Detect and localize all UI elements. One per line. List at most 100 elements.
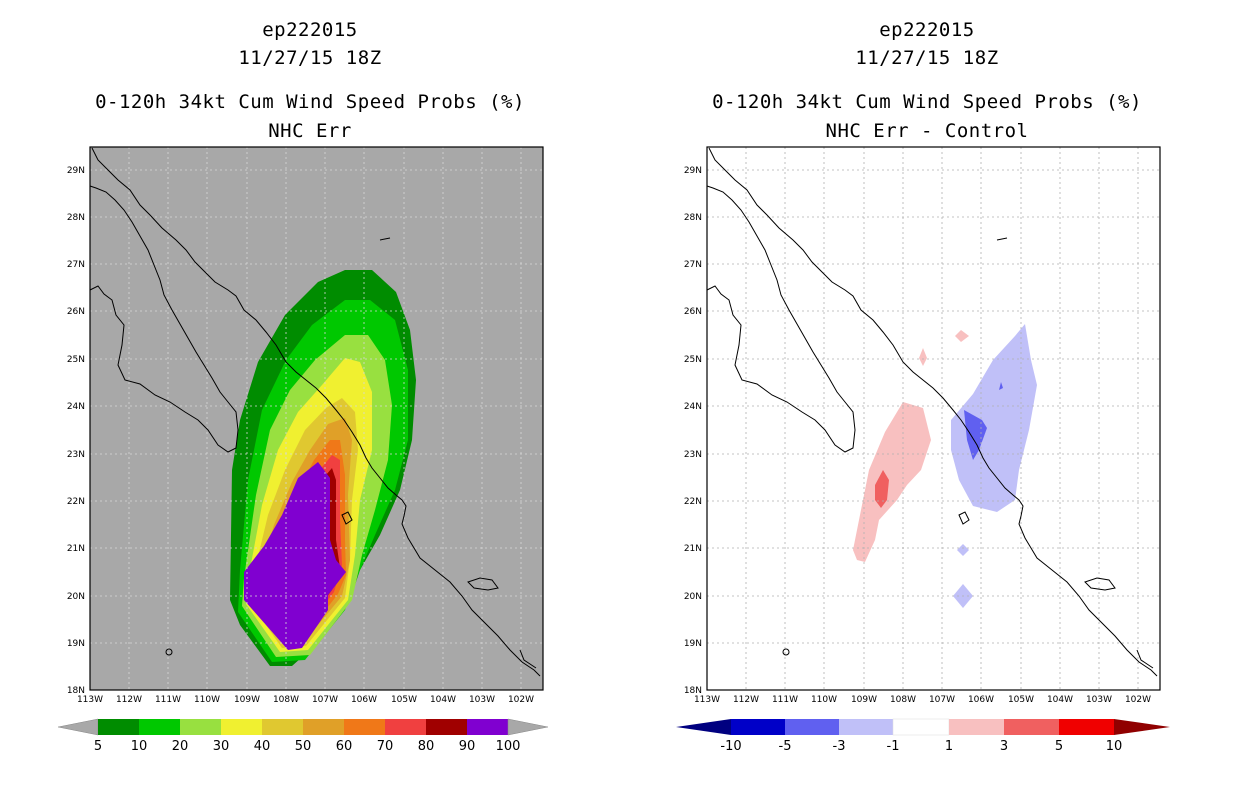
left-lon-label: 108W	[273, 695, 299, 705]
left-lon-label: 103W	[469, 695, 495, 705]
right-title-subtitle: NHC Err - Control	[825, 120, 1029, 142]
left-lat-label: 27N	[67, 260, 85, 270]
left-title-storm-id: ep222015	[262, 19, 358, 41]
left-lat-labels: 29N 28N 27N 26N 25N 24N 23N 22N 21N 20N …	[67, 166, 85, 696]
left-colorbar-swatch	[139, 719, 180, 735]
right-lat-label: 27N	[684, 260, 702, 270]
left-lon-label: 111W	[155, 695, 181, 705]
right-colorbar-high-end	[1114, 719, 1170, 735]
right-lat-label: 28N	[684, 213, 702, 223]
left-lat-label: 23N	[67, 450, 85, 460]
right-title-date: 11/27/15 18Z	[855, 47, 999, 69]
left-probability-contours	[230, 270, 416, 666]
left-lat-label: 22N	[67, 497, 85, 507]
right-title-product: 0-120h 34kt Cum Wind Speed Probs (%)	[712, 91, 1142, 113]
left-colorbar-swatch	[344, 719, 385, 735]
right-lon-label: 106W	[968, 695, 994, 705]
left-lat-label: 21N	[67, 544, 85, 554]
left-lon-label: 109W	[234, 695, 260, 705]
right-lat-label: 24N	[684, 402, 702, 412]
left-title-date: 11/27/15 18Z	[238, 47, 382, 69]
right-map-background	[707, 147, 1160, 690]
right-colorbar-label: -10	[720, 739, 741, 754]
right-title-storm-id: ep222015	[879, 19, 975, 41]
right-colorbar-swatch	[731, 719, 785, 735]
left-colorbar-high-end	[507, 718, 549, 736]
right-map: 29N 28N 27N 26N 25N 24N 23N 22N 21N 20N …	[684, 146, 1161, 705]
right-lat-label: 22N	[684, 497, 702, 507]
right-colorbar-swatch	[1059, 719, 1114, 735]
right-colorbar-swatch	[1004, 719, 1059, 735]
right-lon-label: 108W	[890, 695, 916, 705]
left-colorbar-swatch	[262, 719, 303, 735]
right-difference-contours	[853, 324, 1037, 608]
right-lat-label: 20N	[684, 592, 702, 602]
left-colorbar-label: 100	[496, 739, 521, 754]
right-lat-label: 29N	[684, 166, 702, 176]
left-lon-labels: 113W 112W 111W 110W 109W 108W 107W 106W …	[77, 695, 534, 705]
left-colorbar: 5 10 20 30 40 50 60 70 80 90 100	[57, 718, 549, 754]
left-colorbar-swatch	[303, 719, 344, 735]
left-colorbar-label: 30	[213, 739, 230, 754]
right-colorbar-label: -5	[779, 739, 792, 754]
left-colorbar-label: 50	[295, 739, 312, 754]
left-lon-label: 112W	[116, 695, 142, 705]
left-colorbar-label: 90	[459, 739, 476, 754]
left-colorbar-label: 80	[418, 739, 435, 754]
right-lat-label: 18N	[684, 686, 702, 696]
right-lon-label: 103W	[1086, 695, 1112, 705]
right-lon-label: 111W	[772, 695, 798, 705]
left-lat-label: 24N	[67, 402, 85, 412]
left-map-frame	[89, 146, 544, 691]
left-lon-label: 110W	[194, 695, 220, 705]
left-colorbar-swatch	[180, 719, 221, 735]
right-gridlines	[707, 147, 1160, 690]
right-lat-label: 21N	[684, 544, 702, 554]
right-colorbar: -10 -5 -3 -1 1 3 5 10	[676, 718, 1170, 754]
left-colorbar-low-end	[57, 718, 99, 736]
right-lon-label: 113W	[694, 695, 720, 705]
left-colorbar-swatch	[221, 719, 262, 735]
right-lat-label: 26N	[684, 307, 702, 317]
right-lon-labels: 113W 112W 111W 110W 109W 108W 107W 106W …	[694, 695, 1151, 705]
left-lon-label: 105W	[391, 695, 417, 705]
left-lat-label: 19N	[67, 639, 85, 649]
left-lon-label: 113W	[77, 695, 103, 705]
left-lat-label: 28N	[67, 213, 85, 223]
left-map: 29N 28N 27N 26N 25N 24N 23N 22N 21N 20N …	[67, 146, 544, 705]
right-lon-label: 104W	[1047, 695, 1073, 705]
left-colorbar-label: 10	[131, 739, 148, 754]
right-lon-label: 102W	[1125, 695, 1151, 705]
right-colorbar-label: 5	[1055, 739, 1063, 754]
left-colorbar-swatch	[385, 719, 426, 735]
right-colorbar-label: -3	[833, 739, 846, 754]
left-lon-label: 106W	[351, 695, 377, 705]
right-lon-label: 107W	[929, 695, 955, 705]
right-colorbar-swatch	[839, 719, 893, 735]
left-lat-label: 26N	[67, 307, 85, 317]
left-lon-label: 107W	[312, 695, 338, 705]
left-title-product: 0-120h 34kt Cum Wind Speed Probs (%)	[95, 91, 525, 113]
right-lon-label: 112W	[733, 695, 759, 705]
left-colorbar-label: 40	[254, 739, 271, 754]
right-lat-label: 19N	[684, 639, 702, 649]
right-colorbar-swatch	[949, 719, 1004, 735]
left-lat-label: 29N	[67, 166, 85, 176]
right-lon-label: 110W	[811, 695, 837, 705]
right-lat-label: 25N	[684, 355, 702, 365]
right-colorbar-label: 10	[1106, 739, 1123, 754]
right-colorbar-label: -1	[887, 739, 900, 754]
right-colorbar-low-end	[676, 719, 731, 735]
right-lat-label: 23N	[684, 450, 702, 460]
right-colorbar-swatch	[785, 719, 839, 735]
right-lon-label: 105W	[1008, 695, 1034, 705]
left-colorbar-swatch	[467, 719, 508, 735]
right-colorbar-swatch	[892, 718, 950, 736]
left-colorbar-label: 70	[377, 739, 394, 754]
left-gridlines	[90, 147, 543, 690]
right-lat-labels: 29N 28N 27N 26N 25N 24N 23N 22N 21N 20N …	[684, 166, 702, 696]
left-lon-label: 104W	[430, 695, 456, 705]
left-lon-label: 102W	[508, 695, 534, 705]
left-lat-label: 20N	[67, 592, 85, 602]
